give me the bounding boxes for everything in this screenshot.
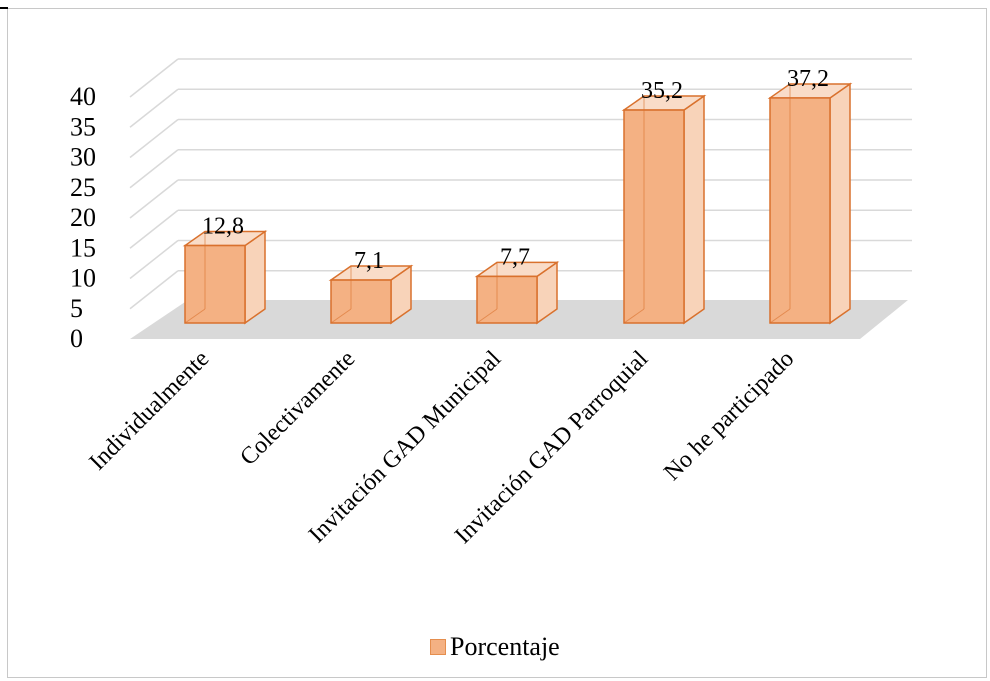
data-label: 7,7: [500, 244, 530, 270]
y-tick-label: 10: [70, 264, 96, 293]
bar: [476, 275, 538, 324]
gridline-diagonal: [129, 149, 179, 189]
bar: [184, 244, 246, 324]
y-tick-label: 35: [70, 112, 96, 141]
y-tick-label: 25: [70, 173, 96, 202]
bar-side: [244, 230, 266, 325]
gridline-diagonal: [129, 58, 179, 98]
data-label: 35,2: [641, 78, 683, 104]
bar-edge: [184, 308, 206, 324]
data-label: 37,2: [787, 66, 829, 92]
gridline-diagonal: [129, 118, 179, 159]
y-tick-label: 15: [70, 233, 96, 262]
bar-edge: [623, 308, 645, 324]
bar-side: [683, 94, 705, 325]
bar-edge: [769, 308, 791, 324]
y-tick-label: 0: [70, 324, 83, 353]
x-tick-label: Individualmente: [85, 346, 215, 476]
bar: [623, 109, 685, 324]
legend-label: Porcentaje: [450, 632, 560, 661]
gridline-diagonal: [129, 179, 179, 219]
gridline-diagonal: [129, 270, 179, 310]
bar-side: [829, 82, 851, 325]
x-tick-label: No he participado: [659, 346, 799, 486]
bar: [769, 97, 831, 324]
y-tick-label: 30: [70, 143, 96, 172]
corner-mark: [0, 7, 8, 9]
bar-edge: [330, 308, 352, 324]
data-label: 7,1: [354, 248, 384, 274]
legend-swatch: [430, 639, 446, 655]
y-tick-label: 20: [70, 203, 96, 232]
x-tick-label: Colectivamente: [235, 346, 360, 471]
y-tick-label: 5: [70, 294, 83, 323]
y-tick-label: 40: [70, 82, 96, 111]
legend: Porcentaje: [430, 632, 560, 662]
gridline-diagonal: [129, 239, 179, 280]
gridline-diagonal: [129, 88, 179, 128]
data-label: 12,8: [202, 214, 244, 240]
bar-edge: [476, 308, 498, 324]
gridline-diagonal: [129, 209, 179, 249]
